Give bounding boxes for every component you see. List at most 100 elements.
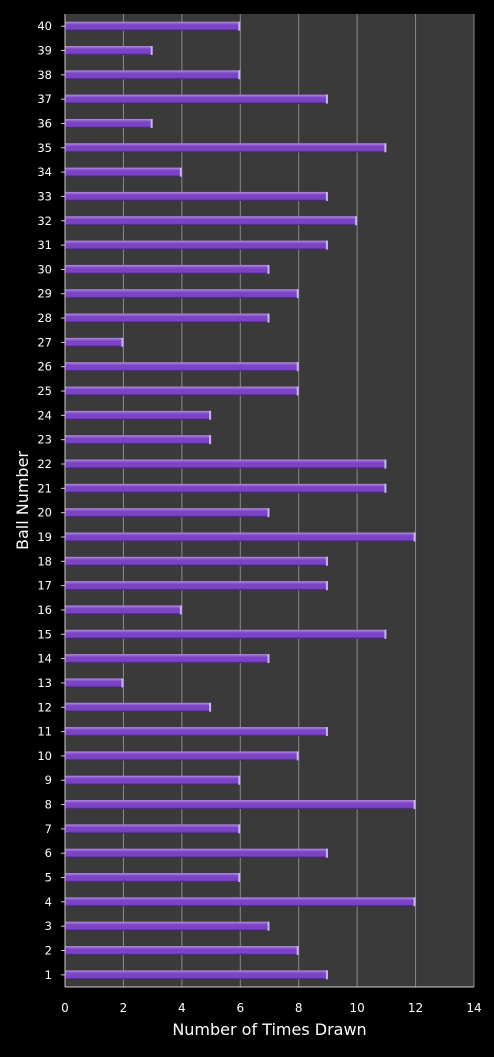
bar	[65, 532, 416, 542]
bar-ball-23	[65, 435, 212, 445]
bar	[65, 216, 358, 226]
plot-area	[65, 14, 474, 987]
bar-end-cap	[296, 946, 299, 956]
bar	[65, 45, 153, 55]
bar-end-cap	[179, 605, 182, 615]
y-tick-label: 27	[37, 335, 52, 349]
bar-ball-30	[65, 264, 270, 274]
axes	[64, 14, 474, 988]
bar-ball-27	[65, 337, 124, 347]
bar-end-cap	[267, 313, 270, 323]
bar-ball-11	[65, 727, 328, 737]
bar-end-cap	[238, 824, 241, 834]
bar-ball-18	[65, 556, 328, 566]
bar-ball-5	[65, 873, 241, 883]
y-tick-label: 31	[37, 238, 52, 252]
bar-ball-15	[65, 629, 387, 639]
y-tick-label: 6	[45, 846, 52, 860]
bar	[65, 629, 387, 639]
y-tick-labels: 1234567891011121314151617181920212223242…	[37, 19, 65, 982]
y-tick-label: 15	[37, 627, 52, 641]
bar	[65, 654, 270, 664]
y-tick-label: 24	[37, 408, 52, 422]
bar-end-cap	[267, 921, 270, 931]
bar-end-cap	[121, 678, 124, 688]
bar-ball-7	[65, 824, 241, 834]
bar-ball-10	[65, 751, 299, 761]
bar-ball-1	[65, 970, 328, 980]
bar-ball-20	[65, 508, 270, 518]
bar-ball-28	[65, 313, 270, 323]
bar	[65, 556, 328, 566]
bar-ball-9	[65, 775, 241, 785]
bar-end-cap	[238, 873, 241, 883]
bar-ball-35	[65, 143, 387, 153]
bar-end-cap	[325, 848, 328, 858]
bar	[65, 362, 299, 372]
bar	[65, 946, 299, 956]
bar-end-cap	[238, 775, 241, 785]
x-tick-label: 8	[295, 1001, 303, 1015]
x-axis-title: Number of Times Drawn	[172, 1020, 366, 1039]
bar-end-cap	[325, 191, 328, 201]
bar	[65, 386, 299, 396]
y-tick-label: 40	[37, 19, 52, 33]
bar-end-cap	[238, 21, 241, 31]
bar-end-cap	[209, 702, 212, 712]
y-tick-label: 26	[37, 360, 52, 374]
bar-ball-19	[65, 532, 416, 542]
bar	[65, 435, 212, 445]
bar-end-cap	[296, 362, 299, 372]
y-tick-label: 30	[37, 262, 52, 276]
y-tick-label: 11	[37, 725, 52, 739]
bar	[65, 264, 270, 274]
bar-end-cap	[267, 264, 270, 274]
y-tick-label: 23	[37, 433, 52, 447]
x-tick-label: 0	[61, 1001, 69, 1015]
y-tick-label: 25	[37, 384, 52, 398]
y-tick-label: 39	[37, 43, 52, 57]
bar	[65, 921, 270, 931]
y-tick-label: 12	[37, 700, 52, 714]
bar-end-cap	[413, 897, 416, 907]
y-tick-label: 33	[37, 189, 52, 203]
bar-ball-32	[65, 216, 358, 226]
y-tick-label: 18	[37, 554, 52, 568]
y-tick-label: 7	[45, 822, 52, 836]
y-tick-label: 20	[37, 506, 52, 520]
bar-ball-25	[65, 386, 299, 396]
y-tick-label: 17	[37, 579, 52, 593]
bar	[65, 508, 270, 518]
y-tick-label: 36	[37, 116, 52, 130]
bar-ball-31	[65, 240, 328, 250]
bar	[65, 70, 241, 80]
bar-end-cap	[384, 459, 387, 469]
x-tick-labels: 0 2 4 6 8 10 12 14	[61, 1001, 481, 1015]
bar	[65, 337, 124, 347]
bar	[65, 581, 328, 591]
bar-end-cap	[325, 240, 328, 250]
bar-ball-16	[65, 605, 182, 615]
bar-ball-34	[65, 167, 182, 177]
bar-ball-12	[65, 702, 212, 712]
y-tick-label: 21	[37, 481, 52, 495]
bar-ball-17	[65, 581, 328, 591]
bar-ball-26	[65, 362, 299, 372]
bar-end-cap	[355, 216, 358, 226]
bar-ball-3	[65, 921, 270, 931]
y-tick-label: 29	[37, 287, 52, 301]
bar-ball-38	[65, 70, 241, 80]
bar	[65, 873, 241, 883]
bar-end-cap	[296, 386, 299, 396]
bar	[65, 191, 328, 201]
bar-ball-40	[65, 21, 241, 31]
y-tick-label: 38	[37, 68, 52, 82]
bar-ball-14	[65, 654, 270, 664]
bar-end-cap	[384, 483, 387, 493]
bar-ball-2	[65, 946, 299, 956]
bar-ball-4	[65, 897, 416, 907]
bar-end-cap	[209, 410, 212, 420]
bar-end-cap	[150, 45, 153, 55]
bar-end-cap	[325, 94, 328, 104]
y-tick-label: 3	[45, 919, 52, 933]
